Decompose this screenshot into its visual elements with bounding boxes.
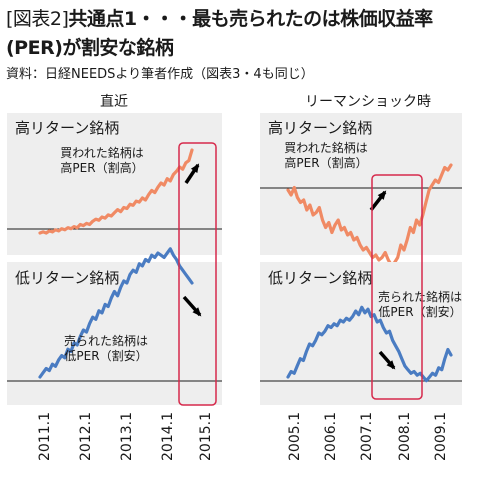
panel-label: 低リターン銘柄 [15,269,119,287]
annotation-text: 買われた銘柄は [284,140,367,155]
x-tick-label: 2015.1 [198,412,214,461]
panel-label: 高リターン銘柄 [15,119,119,137]
series-line [286,163,453,267]
figure-tag: [図表2] [6,8,69,30]
x-tick-label: 2011.1 [37,412,53,461]
annotation-text: 低PER（割安） [64,348,147,363]
arrow-head [192,307,202,317]
arrow-head [377,190,387,200]
x-tick-label: 2005.1 [287,412,303,461]
x-tick-label: 2007.1 [359,412,375,461]
series-line [38,148,194,235]
series-line [286,305,453,383]
panel-label: 低リターン銘柄 [268,269,372,287]
x-tick-label: 2009.1 [433,412,449,461]
annotation-text: 売られた銘柄は [64,333,148,348]
annotation-text: 低PER（割安） [378,304,461,319]
x-tick-label: 2006.1 [323,412,339,461]
x-tick-label: 2008.1 [397,412,413,461]
annotation-text: 高PER（割高） [284,155,367,170]
panel-label: 高リターン銘柄 [268,119,372,137]
arrow-head [386,360,396,370]
chart-title-line2: (PER)が割安な銘柄 [6,37,174,59]
arrow-head [190,163,200,173]
series-line [38,247,194,379]
title-text: 共通点1・・・最も売られたのは株価収益率 [68,8,433,30]
annotation-text: 買われた銘柄は [60,145,143,160]
x-tick-label: 2012.1 [78,412,94,461]
annotation-text: 売られた銘柄は [378,289,462,304]
column-title: 直近 [100,93,128,110]
x-tick-label: 2014.1 [160,412,176,461]
highlight-box [371,174,423,400]
highlight-box [178,142,217,406]
panel-background [260,113,462,255]
x-tick-label: 2013.1 [119,412,135,461]
column-title: リーマンショック時 [305,94,431,110]
chart-title-line1: [図表2]共通点1・・・最も売られたのは株価収益率 [6,4,433,31]
source-note: 資料：日経NEEDSより筆者作成（図表3・4も同じ） [6,67,314,82]
annotation-text: 高PER（割高） [60,160,143,175]
